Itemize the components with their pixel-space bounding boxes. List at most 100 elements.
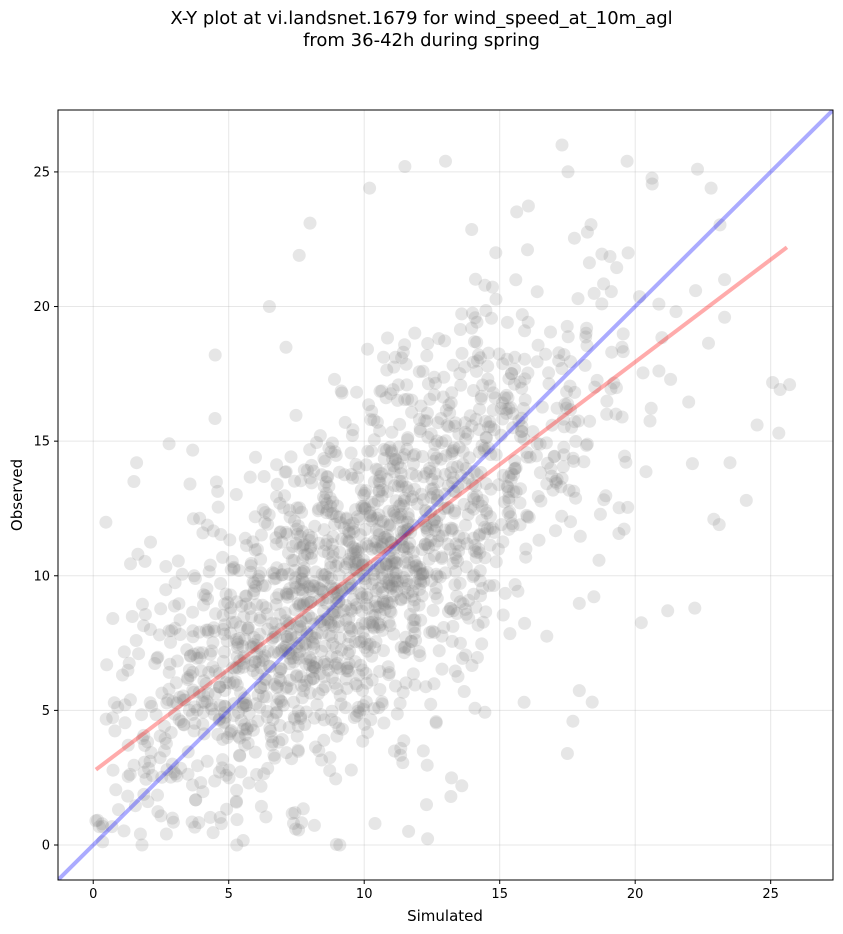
- data-point: [213, 680, 227, 694]
- data-point: [588, 380, 602, 394]
- data-point: [202, 565, 216, 579]
- data-point: [407, 613, 420, 627]
- data-point: [455, 307, 469, 321]
- data-point: [435, 552, 449, 565]
- data-point: [328, 676, 342, 690]
- data-point: [382, 596, 396, 610]
- data-point: [521, 510, 534, 524]
- data-point: [256, 503, 270, 517]
- data-point: [137, 728, 151, 742]
- data-point: [199, 677, 213, 691]
- data-point: [468, 538, 482, 552]
- data-point: [265, 616, 279, 630]
- data-point: [229, 795, 243, 809]
- data-point: [400, 540, 414, 554]
- data-point: [387, 360, 401, 374]
- data-point: [315, 567, 329, 581]
- data-point: [286, 651, 300, 665]
- data-point: [269, 537, 283, 551]
- data-point: [384, 446, 398, 460]
- data-point: [372, 620, 386, 634]
- data-point: [431, 534, 445, 548]
- data-point: [244, 565, 258, 579]
- data-point: [295, 573, 309, 587]
- data-point: [325, 582, 339, 596]
- data-point: [294, 711, 308, 725]
- data-point: [188, 700, 202, 714]
- data-point: [329, 772, 343, 786]
- data-point: [359, 484, 373, 498]
- data-point: [209, 607, 223, 621]
- data-point: [267, 567, 281, 581]
- data-point: [578, 358, 592, 372]
- data-point: [166, 815, 180, 829]
- data-point: [394, 507, 408, 521]
- data-point: [267, 572, 281, 586]
- data-point: [783, 378, 797, 392]
- data-point: [405, 405, 419, 419]
- data-point: [445, 447, 459, 461]
- data-point: [381, 529, 395, 543]
- data-point: [397, 527, 411, 541]
- data-point: [350, 543, 364, 557]
- data-point: [394, 640, 408, 654]
- data-point: [224, 563, 238, 577]
- data-point: [472, 348, 485, 362]
- data-point: [208, 412, 222, 425]
- data-point: [342, 534, 356, 548]
- data-point: [358, 572, 372, 586]
- data-point: [645, 177, 659, 191]
- data-point: [180, 643, 194, 657]
- data-point: [284, 628, 298, 641]
- data-point: [565, 420, 579, 434]
- data-point: [371, 616, 385, 630]
- data-point: [342, 620, 356, 634]
- data-point: [419, 518, 433, 532]
- data-point: [238, 589, 252, 603]
- data-point: [363, 616, 377, 629]
- data-point: [312, 744, 326, 758]
- data-point: [513, 518, 527, 532]
- data-point: [212, 765, 226, 779]
- y-tick-label: 15: [33, 435, 50, 450]
- data-point: [424, 697, 438, 711]
- data-point: [619, 455, 633, 469]
- data-point: [474, 466, 488, 479]
- data-point: [372, 474, 386, 488]
- data-point: [702, 336, 715, 350]
- data-point: [296, 802, 310, 816]
- data-point: [294, 577, 308, 591]
- data-point: [416, 364, 430, 378]
- data-point: [295, 582, 309, 596]
- data-point: [317, 490, 330, 504]
- data-point: [162, 437, 176, 451]
- data-point: [453, 576, 467, 590]
- data-point: [449, 416, 463, 430]
- data-point: [217, 706, 231, 720]
- data-point: [408, 613, 422, 627]
- data-point: [707, 512, 721, 526]
- data-point: [316, 683, 330, 697]
- data-point: [173, 613, 187, 627]
- data-point: [448, 419, 462, 433]
- data-point: [509, 461, 523, 475]
- data-point: [500, 352, 514, 366]
- data-point: [218, 700, 232, 714]
- data-point: [116, 668, 129, 682]
- data-point: [429, 567, 443, 581]
- data-point: [395, 474, 409, 488]
- data-point: [261, 761, 275, 775]
- data-point: [395, 515, 409, 529]
- data-point: [183, 669, 197, 683]
- data-point: [420, 758, 434, 772]
- data-point: [470, 354, 484, 368]
- data-point: [427, 388, 441, 402]
- data-point: [405, 589, 419, 603]
- data-point: [368, 541, 382, 555]
- data-point: [333, 631, 347, 645]
- data-point: [427, 447, 441, 461]
- data-point: [429, 581, 443, 595]
- data-point: [289, 408, 303, 422]
- data-point: [325, 607, 339, 621]
- data-point: [203, 810, 217, 824]
